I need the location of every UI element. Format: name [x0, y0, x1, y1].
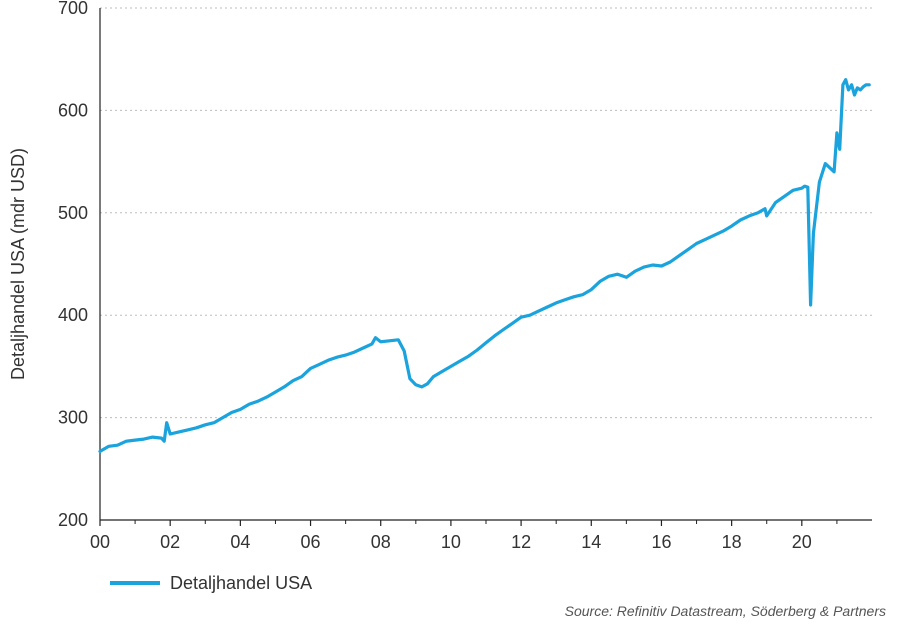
legend: Detaljhandel USA: [110, 573, 312, 593]
y-tick-label: 700: [58, 0, 88, 18]
source-note: Source: Refinitiv Datastream, Söderberg …: [564, 603, 886, 619]
grid-lines: [100, 7, 872, 419]
x-tick-label: 06: [301, 532, 321, 552]
y-tick-label: 600: [58, 100, 88, 120]
y-tick-labels: 200 300 400 500 600 700: [58, 0, 88, 530]
y-tick-label: 200: [58, 510, 88, 530]
x-tick-label: 20: [792, 532, 812, 552]
x-tick-label: 10: [441, 532, 461, 552]
y-tick-label: 300: [58, 408, 88, 428]
x-tick-label: 02: [160, 532, 180, 552]
series-line: [98, 78, 871, 453]
x-tick-labels: 00 02 04 06 08 10 12 14 16 18 20: [90, 532, 812, 552]
x-tick-label: 00: [90, 532, 110, 552]
x-tick-label: 08: [371, 532, 391, 552]
y-tick-label: 400: [58, 305, 88, 325]
x-tick-label: 16: [651, 532, 671, 552]
y-tick-label: 500: [58, 203, 88, 223]
series-lines: [98, 78, 871, 453]
axes: [99, 8, 872, 526]
x-tick-label: 14: [581, 532, 601, 552]
legend-label: Detaljhandel USA: [170, 573, 312, 593]
y-axis-title: Detaljhandel USA (mdr USD): [8, 148, 28, 380]
x-tick-label: 18: [722, 532, 742, 552]
x-tick-label: 04: [230, 532, 250, 552]
x-tick-label: 12: [511, 532, 531, 552]
